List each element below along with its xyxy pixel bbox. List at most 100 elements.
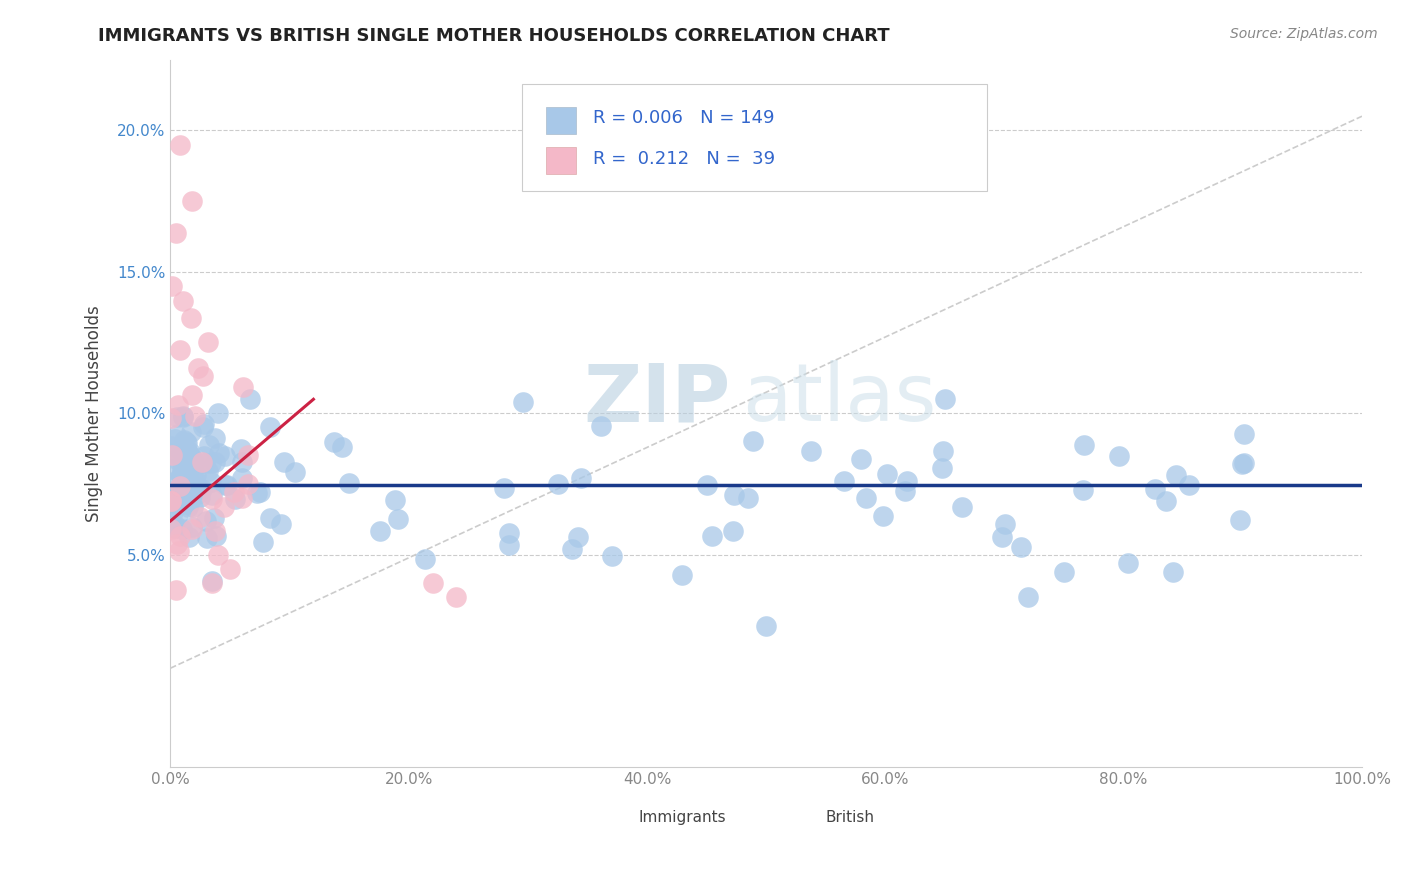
Point — [191, 455, 214, 469]
Point — [166, 491, 188, 506]
Point — [184, 409, 207, 423]
Point — [934, 392, 956, 407]
Point — [512, 394, 534, 409]
Point — [1017, 591, 1039, 605]
Point — [160, 448, 183, 462]
Point — [273, 454, 295, 468]
Point — [737, 491, 759, 505]
Point — [169, 137, 191, 152]
Point — [1143, 482, 1166, 496]
Point — [950, 500, 973, 515]
Point — [239, 392, 262, 406]
Point — [994, 516, 1017, 531]
Point — [169, 528, 191, 542]
Point — [207, 548, 229, 562]
Point — [179, 445, 201, 459]
Point — [172, 410, 194, 425]
Point — [183, 500, 205, 514]
Point — [252, 535, 274, 549]
Point — [176, 436, 198, 450]
Point — [1230, 457, 1253, 471]
Point — [169, 479, 191, 493]
Point — [591, 419, 613, 434]
Text: IMMIGRANTS VS BRITISH SINGLE MOTHER HOUSEHOLDS CORRELATION CHART: IMMIGRANTS VS BRITISH SINGLE MOTHER HOUS… — [98, 27, 890, 45]
Point — [165, 226, 187, 240]
Point — [176, 446, 198, 460]
Point — [177, 491, 200, 505]
Point — [224, 492, 246, 507]
Point — [159, 411, 181, 425]
Point — [162, 475, 184, 490]
Point — [212, 500, 235, 515]
Point — [224, 485, 246, 500]
Point — [284, 465, 307, 479]
Point — [422, 576, 444, 591]
Point — [991, 530, 1014, 544]
Point — [188, 509, 211, 524]
Point — [201, 488, 224, 502]
Point — [498, 538, 520, 552]
Point — [187, 480, 209, 494]
Point — [370, 524, 392, 538]
Point — [195, 531, 218, 545]
Point — [181, 388, 204, 402]
Point — [415, 552, 437, 566]
Point — [170, 462, 193, 476]
Point — [208, 446, 231, 460]
Point — [160, 522, 183, 536]
Point — [179, 497, 201, 511]
Point — [193, 449, 215, 463]
Point — [931, 443, 953, 458]
Point — [231, 491, 253, 506]
Point — [232, 380, 254, 394]
FancyBboxPatch shape — [623, 792, 652, 814]
Point — [337, 476, 360, 491]
Point — [567, 530, 589, 544]
Point — [876, 467, 898, 481]
FancyBboxPatch shape — [546, 107, 575, 134]
Point — [173, 450, 195, 464]
Point — [170, 442, 193, 457]
Point — [498, 525, 520, 540]
Y-axis label: Single Mother Households: Single Mother Households — [86, 305, 103, 522]
Point — [236, 477, 259, 491]
Point — [197, 464, 219, 478]
Point — [270, 516, 292, 531]
Point — [872, 508, 894, 523]
Point — [181, 466, 204, 480]
Point — [173, 478, 195, 492]
Point — [202, 510, 225, 524]
Point — [893, 484, 915, 499]
Point — [207, 405, 229, 419]
Point — [177, 470, 200, 484]
Point — [204, 431, 226, 445]
Point — [160, 492, 183, 507]
Point — [236, 448, 259, 462]
Point — [249, 484, 271, 499]
Point — [176, 459, 198, 474]
Point — [181, 452, 204, 467]
Point — [163, 432, 186, 446]
Point — [832, 474, 855, 488]
Point — [180, 484, 202, 499]
Point — [1177, 478, 1199, 492]
Point — [214, 450, 236, 464]
Point — [162, 489, 184, 503]
Point — [215, 478, 238, 492]
Point — [931, 461, 953, 475]
Point — [181, 519, 204, 533]
FancyBboxPatch shape — [546, 147, 575, 174]
Point — [200, 457, 222, 471]
Point — [176, 486, 198, 500]
Text: Source: ZipAtlas.com: Source: ZipAtlas.com — [1230, 27, 1378, 41]
Point — [204, 455, 226, 469]
Point — [159, 461, 181, 475]
Point — [191, 369, 214, 384]
Text: R = 0.006   N = 149: R = 0.006 N = 149 — [593, 110, 775, 128]
Point — [169, 343, 191, 358]
Point — [186, 487, 208, 501]
Point — [600, 549, 623, 564]
Point — [173, 433, 195, 447]
Point — [167, 498, 190, 512]
Point — [177, 447, 200, 461]
